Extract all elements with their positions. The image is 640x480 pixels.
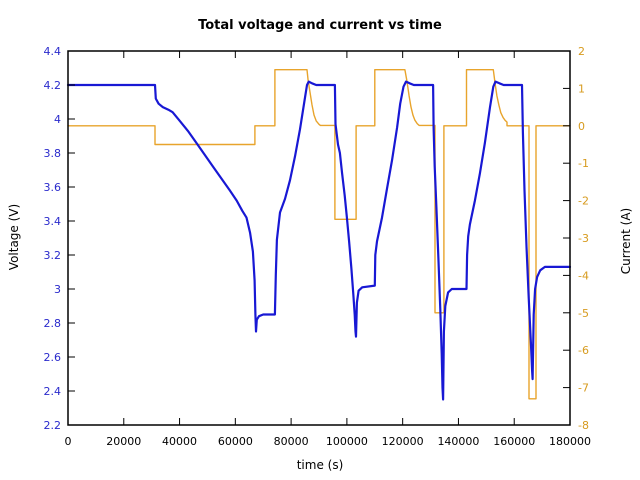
- voltage-tick-label: 4.2: [44, 79, 62, 92]
- chart-title: Total voltage and current vs time: [198, 18, 442, 33]
- voltage-tick-label: 3: [54, 283, 61, 296]
- voltage-tick-label: 3.8: [44, 147, 62, 160]
- x-axis-title: time (s): [296, 458, 344, 472]
- voltage-tick-label: 2.4: [44, 385, 62, 398]
- voltage-tick-label: 2.8: [44, 317, 62, 330]
- voltage-tick-label: 2.2: [44, 419, 62, 432]
- current-tick-label: -5: [578, 307, 589, 320]
- current-tick-label: 0: [578, 120, 585, 133]
- current-tick-label: -2: [578, 195, 589, 208]
- current-tick-label: -8: [578, 419, 589, 432]
- x-tick-label: 160000: [493, 435, 535, 448]
- voltage-tick-label: 3.2: [44, 249, 62, 262]
- x-tick-label: 100000: [326, 435, 368, 448]
- voltage-tick-label: 2.6: [44, 351, 62, 364]
- current-tick-label: 1: [578, 82, 585, 95]
- current-line: [67, 68, 571, 400]
- current-tick-label: -6: [578, 344, 589, 357]
- current-tick-label: -1: [578, 157, 589, 170]
- current-tick-label: -3: [578, 232, 589, 245]
- x-tick-label: 20000: [106, 435, 141, 448]
- x-tick-label: 120000: [382, 435, 424, 448]
- voltage-tick-label: 3.4: [44, 215, 62, 228]
- x-tick-label: 0: [65, 435, 72, 448]
- x-tick-label: 140000: [437, 435, 479, 448]
- voltage-line: [66, 80, 572, 401]
- x-tick-label: 80000: [274, 435, 309, 448]
- x-tick-label: 60000: [218, 435, 253, 448]
- current-tick-label: -7: [578, 382, 589, 395]
- voltage-tick-label: 4.4: [44, 45, 62, 58]
- x-tick-label: 40000: [162, 435, 197, 448]
- plot-frame: [67, 50, 571, 426]
- x-tick-label: 180000: [549, 435, 591, 448]
- current-tick-label: 2: [578, 45, 585, 58]
- voltage-tick-label: 3.6: [44, 181, 62, 194]
- voltage-tick-label: 4: [54, 113, 61, 126]
- current-tick-label: -4: [578, 269, 589, 282]
